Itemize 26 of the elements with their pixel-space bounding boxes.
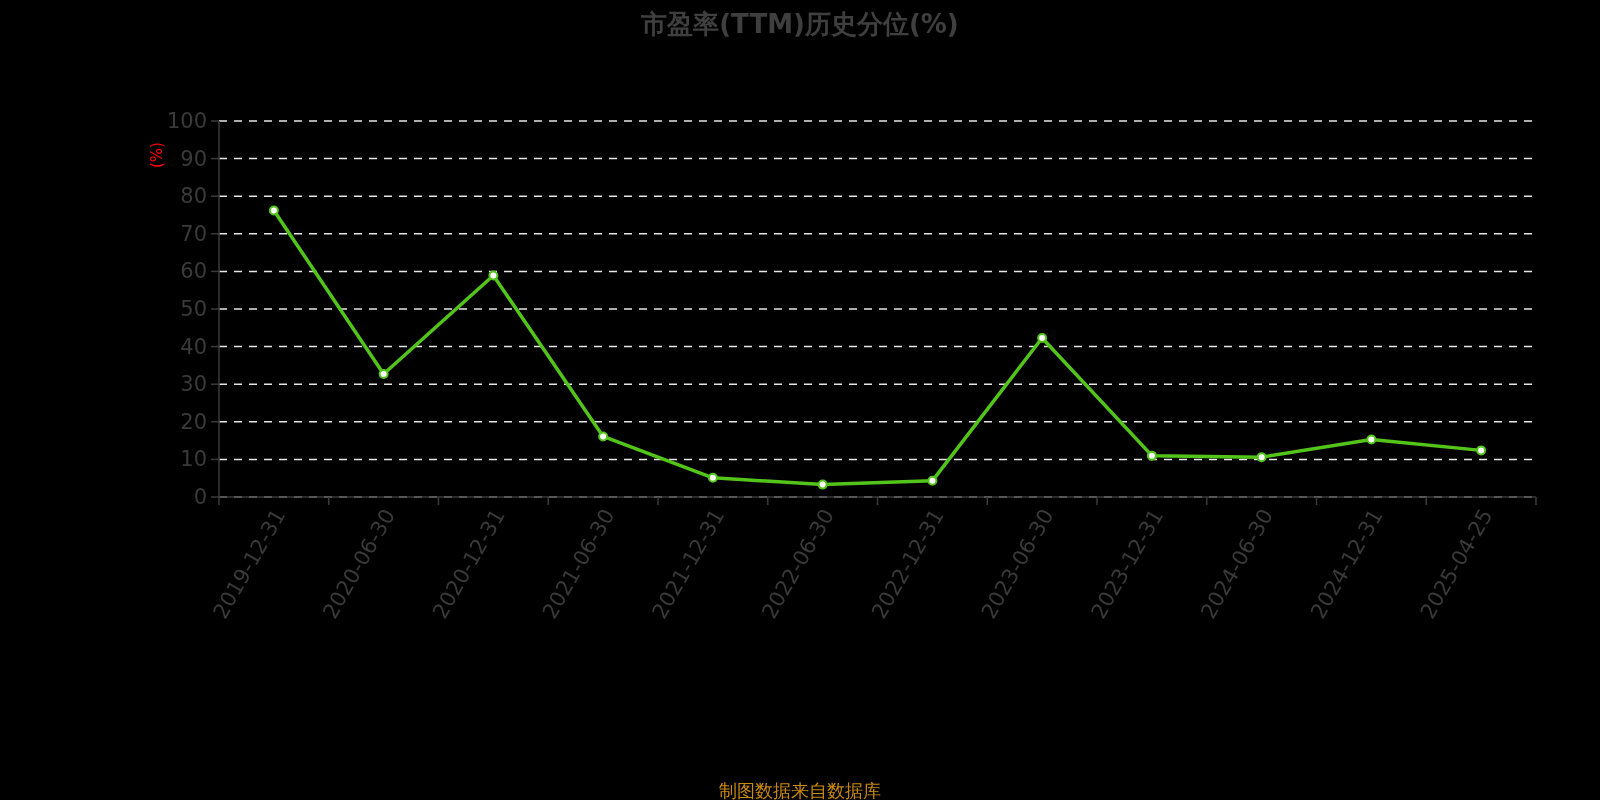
y-tick-label: 0 [193,485,207,509]
point [1146,450,1157,461]
point [598,431,609,442]
point [1366,434,1377,445]
point [817,479,828,490]
y-tick-label: 60 [180,259,207,284]
point [488,270,499,281]
y-tick-label: 90 [180,146,207,171]
point [268,205,279,216]
y-tick-label: 10 [180,447,207,472]
y-tick-label: 50 [180,297,207,321]
y-tick-label: 30 [180,372,207,397]
y-tick-label: 70 [180,221,207,246]
y-tick-label: 100 [166,109,207,133]
point [1476,445,1487,456]
y-tick-label: 80 [180,184,207,209]
point [378,369,389,380]
y-tick-label: 40 [180,334,207,359]
y-axis-title: (%) [148,142,166,168]
point [1256,452,1267,463]
point [1037,332,1048,343]
y-tick-label: 20 [180,409,207,434]
point [927,475,938,486]
text: 制图数据来自数据库 [719,779,881,800]
point [707,472,718,483]
chart-title: 市盈率(TTM)历史分位(%) [640,9,959,39]
